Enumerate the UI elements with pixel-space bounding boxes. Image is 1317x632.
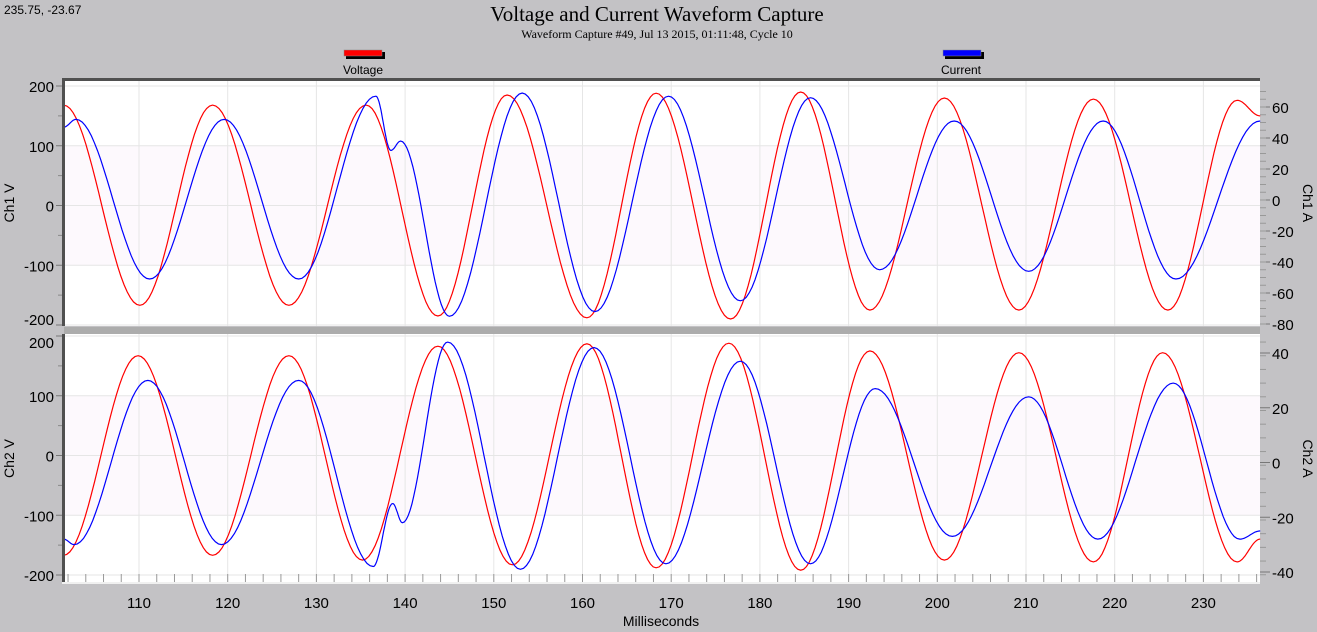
x-axis-label: Milliseconds bbox=[623, 613, 699, 629]
chart-title: Voltage and Current Waveform Capture bbox=[490, 2, 823, 26]
x-tick-label: 150 bbox=[481, 595, 506, 612]
series-voltage-line bbox=[63, 342, 1261, 571]
y-tick-label-right: 0 bbox=[1272, 456, 1280, 473]
legend-swatch-current bbox=[942, 49, 982, 57]
y-tick-label-left: 100 bbox=[29, 139, 54, 156]
x-tick-label: 180 bbox=[747, 595, 772, 612]
y-tick-label-left: -100 bbox=[24, 258, 54, 275]
x-tick-label: 210 bbox=[1013, 595, 1038, 612]
chart-subtitle: Waveform Capture #49, Jul 13 2015, 01:11… bbox=[521, 27, 793, 41]
y-tick-label-left: 200 bbox=[29, 79, 54, 96]
y-tick-label-right: 20 bbox=[1272, 162, 1289, 179]
legend-voltage: Voltage bbox=[343, 49, 385, 77]
y-axis-label-left: Ch1 V bbox=[1, 183, 17, 223]
x-tick-label: 110 bbox=[127, 595, 151, 612]
y-tick-label-right: -40 bbox=[1272, 565, 1294, 582]
plot-top-border bbox=[62, 78, 1260, 81]
y-tick-label-left: 100 bbox=[29, 389, 54, 406]
series-current-line bbox=[63, 341, 1261, 570]
legend-current: Current bbox=[941, 49, 984, 77]
x-tick-label: 200 bbox=[925, 595, 950, 612]
x-tick-label: 170 bbox=[659, 595, 684, 612]
x-tick-label: 230 bbox=[1191, 595, 1216, 612]
y-tick-label-left: -100 bbox=[24, 508, 54, 525]
y-tick-label-left: 200 bbox=[29, 335, 54, 352]
y-tick-label-right: -60 bbox=[1272, 286, 1294, 303]
x-axis-line bbox=[62, 582, 1260, 584]
y-tick-label-right: 40 bbox=[1272, 131, 1289, 148]
panel-separator bbox=[64, 327, 1260, 334]
y-axis-line-left bbox=[62, 80, 65, 326]
legend-label-voltage: Voltage bbox=[343, 63, 383, 77]
y-tick-label-right: 40 bbox=[1272, 346, 1289, 363]
legend-swatch-voltage bbox=[343, 49, 383, 57]
y-axis-label-left: Ch2 V bbox=[1, 438, 17, 478]
y-axis-label-right: Ch1 A bbox=[1300, 184, 1316, 223]
x-tick-label: 120 bbox=[215, 595, 240, 612]
x-tick-label: 160 bbox=[570, 595, 595, 612]
cursor-readout: 235.75, -23.67 bbox=[4, 3, 82, 17]
y-tick-label-left: -200 bbox=[24, 312, 54, 329]
series-voltage-line bbox=[63, 91, 1261, 320]
y-tick-label-left: -200 bbox=[24, 568, 54, 585]
series-current-line bbox=[63, 92, 1261, 317]
y-axis-label-right: Ch2 A bbox=[1300, 439, 1316, 478]
y-tick-label-left: 0 bbox=[46, 449, 54, 466]
y-tick-label-right: -20 bbox=[1272, 224, 1294, 241]
y-tick-label-right: -40 bbox=[1272, 255, 1294, 272]
y-axis-line-left bbox=[62, 334, 65, 583]
y-tick-label-right: 0 bbox=[1272, 193, 1280, 210]
y-tick-label-right: 60 bbox=[1272, 100, 1289, 117]
legend-label-current: Current bbox=[941, 63, 982, 77]
x-tick-label: 140 bbox=[393, 595, 418, 612]
x-tick-label: 130 bbox=[304, 595, 329, 612]
y-tick-label-left: 0 bbox=[46, 199, 54, 216]
x-tick-label: 220 bbox=[1102, 595, 1127, 612]
y-tick-label-right: 20 bbox=[1272, 401, 1289, 418]
y-tick-label-right: -20 bbox=[1272, 510, 1294, 527]
x-tick-label: 190 bbox=[836, 595, 861, 612]
y-tick-label-right: -80 bbox=[1272, 317, 1294, 334]
